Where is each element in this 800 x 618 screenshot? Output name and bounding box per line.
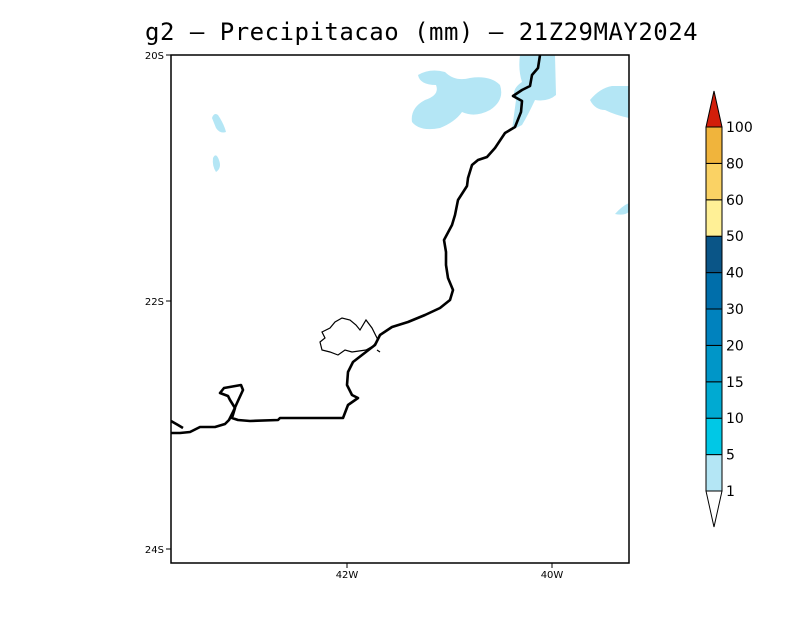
island-mark: [376, 349, 381, 353]
colorbar-label: 100: [726, 120, 753, 136]
precip-patch-east: [590, 86, 629, 118]
y-tick-label-22s: 22S: [145, 297, 164, 308]
precipitation-areas: [212, 55, 629, 215]
precip-patch-west-1: [212, 114, 226, 133]
colorbar-box: [705, 417, 723, 456]
map-area: [171, 55, 629, 435]
colorbar-box: [705, 454, 723, 492]
colorbar-label: 60: [726, 193, 744, 209]
colorbar-extend-high: [705, 90, 723, 128]
colorbar-box: [705, 126, 723, 164]
colorbar-label: 50: [726, 229, 744, 245]
y-tick-label-24s: 24S: [145, 545, 164, 556]
x-tick-label-42w: 42W: [336, 570, 359, 581]
x-tick-label-40w: 40W: [541, 570, 564, 581]
colorbar-extend-low: [705, 490, 723, 528]
precip-patch-north: [411, 70, 502, 130]
colorbar-label: 10: [726, 411, 744, 427]
colorbar-label: 40: [726, 266, 744, 282]
x-axis: 42W 40W: [336, 563, 564, 581]
colorbar-box: [705, 381, 723, 419]
map-title: g2 – Precipitacao (mm) – 21Z29MAY2024: [145, 18, 699, 46]
colorbar-label: 15: [726, 375, 744, 391]
bay-outline: [319, 317, 379, 356]
precip-patch-west-2: [212, 155, 220, 172]
colorbar-label: 30: [726, 302, 744, 318]
colorbar-box: [705, 308, 723, 346]
colorbar-label: 1: [726, 484, 735, 500]
coastline-west-edge: [171, 419, 184, 430]
y-tick-label-20s: 20S: [145, 51, 164, 62]
colorbar-box: [705, 235, 723, 274]
colorbar-box: [705, 272, 723, 310]
colorbar-label: 80: [726, 156, 744, 172]
y-axis: 20S 22S 24S: [145, 51, 171, 556]
colorbar-box: [705, 199, 723, 237]
colorbar-label: 20: [726, 338, 744, 354]
map-frame: [170, 54, 630, 564]
colorbar-box: [705, 162, 723, 201]
coastline: [171, 55, 542, 435]
precip-patch-southeast: [615, 203, 629, 215]
colorbar-box: [705, 344, 723, 383]
colorbar-label: 5: [726, 448, 735, 464]
precip-patch-coast: [512, 55, 556, 130]
